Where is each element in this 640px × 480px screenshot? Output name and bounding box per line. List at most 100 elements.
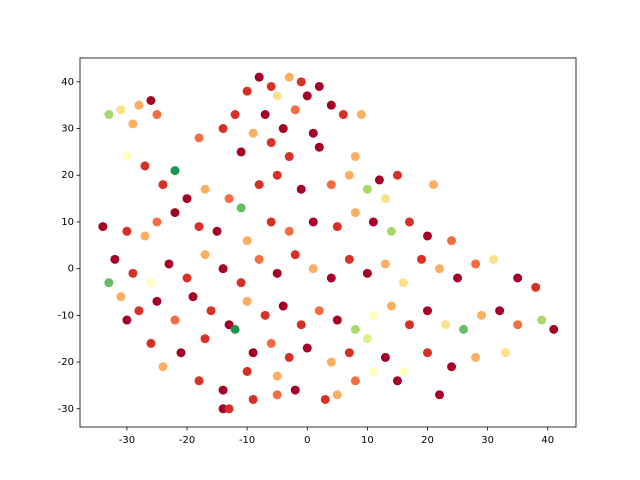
point <box>320 394 330 404</box>
point <box>254 254 264 264</box>
point <box>290 250 300 260</box>
point <box>296 320 306 330</box>
point <box>489 254 499 264</box>
x-tick-label: 20 <box>421 435 434 446</box>
y-tick-label: -10 <box>58 310 74 321</box>
point <box>200 184 210 194</box>
point <box>344 254 354 264</box>
point <box>164 259 174 269</box>
point <box>266 138 276 148</box>
point <box>471 352 481 362</box>
y-tick-label: -30 <box>58 404 74 415</box>
x-tick-label: 40 <box>541 435 554 446</box>
point <box>242 296 252 306</box>
point <box>284 152 294 162</box>
point <box>266 81 276 91</box>
x-tick-label: -20 <box>179 435 195 446</box>
point <box>152 296 162 306</box>
point <box>200 334 210 344</box>
point <box>194 376 204 386</box>
point <box>194 133 204 143</box>
point <box>224 194 234 204</box>
point <box>435 390 445 400</box>
point <box>423 348 433 358</box>
point <box>338 110 348 120</box>
point <box>326 273 336 283</box>
point <box>242 236 252 246</box>
point <box>350 152 360 162</box>
point <box>423 306 433 316</box>
point <box>152 217 162 227</box>
point <box>236 278 246 288</box>
point <box>495 306 505 316</box>
point <box>266 338 276 348</box>
point <box>429 180 439 190</box>
point <box>128 119 138 129</box>
point <box>531 282 541 292</box>
point <box>416 254 426 264</box>
point <box>380 352 390 362</box>
point <box>134 100 144 110</box>
point <box>326 180 336 190</box>
point <box>392 170 402 180</box>
point <box>170 208 180 218</box>
point <box>188 292 198 302</box>
point <box>146 338 156 348</box>
point <box>296 77 306 87</box>
point <box>200 250 210 260</box>
point <box>146 96 156 106</box>
point <box>308 128 318 138</box>
point <box>116 292 126 302</box>
point <box>110 254 120 264</box>
point <box>380 259 390 269</box>
point <box>290 105 300 115</box>
point <box>242 366 252 376</box>
point <box>290 385 300 395</box>
point <box>350 376 360 386</box>
point <box>140 161 150 171</box>
point <box>218 264 228 274</box>
point <box>302 91 312 101</box>
point <box>314 306 324 316</box>
point <box>308 264 318 274</box>
point <box>308 217 318 227</box>
point <box>212 226 222 236</box>
point <box>350 324 360 334</box>
point <box>104 110 114 120</box>
point <box>248 128 258 138</box>
point <box>459 324 469 334</box>
point <box>248 348 258 358</box>
x-tick-label: -10 <box>239 435 255 446</box>
point <box>332 222 342 232</box>
point <box>453 273 463 283</box>
point <box>254 72 264 82</box>
point <box>158 180 168 190</box>
point <box>398 366 408 376</box>
point <box>537 315 547 325</box>
point <box>236 147 246 157</box>
point <box>272 390 282 400</box>
point <box>441 320 451 330</box>
y-tick-label: 40 <box>61 77 74 88</box>
point <box>284 226 294 236</box>
point <box>392 376 402 386</box>
point <box>104 278 114 288</box>
point <box>368 217 378 227</box>
point <box>260 310 270 320</box>
y-tick-label: 20 <box>61 170 74 181</box>
point <box>146 278 156 288</box>
point <box>248 394 258 404</box>
point <box>260 110 270 120</box>
point <box>404 217 414 227</box>
point <box>314 81 324 91</box>
point <box>435 264 445 274</box>
point <box>116 105 126 115</box>
point <box>224 404 234 414</box>
point <box>423 231 433 241</box>
point <box>302 343 312 353</box>
point <box>182 194 192 204</box>
point <box>272 268 282 278</box>
point <box>386 226 396 236</box>
point <box>368 310 378 320</box>
